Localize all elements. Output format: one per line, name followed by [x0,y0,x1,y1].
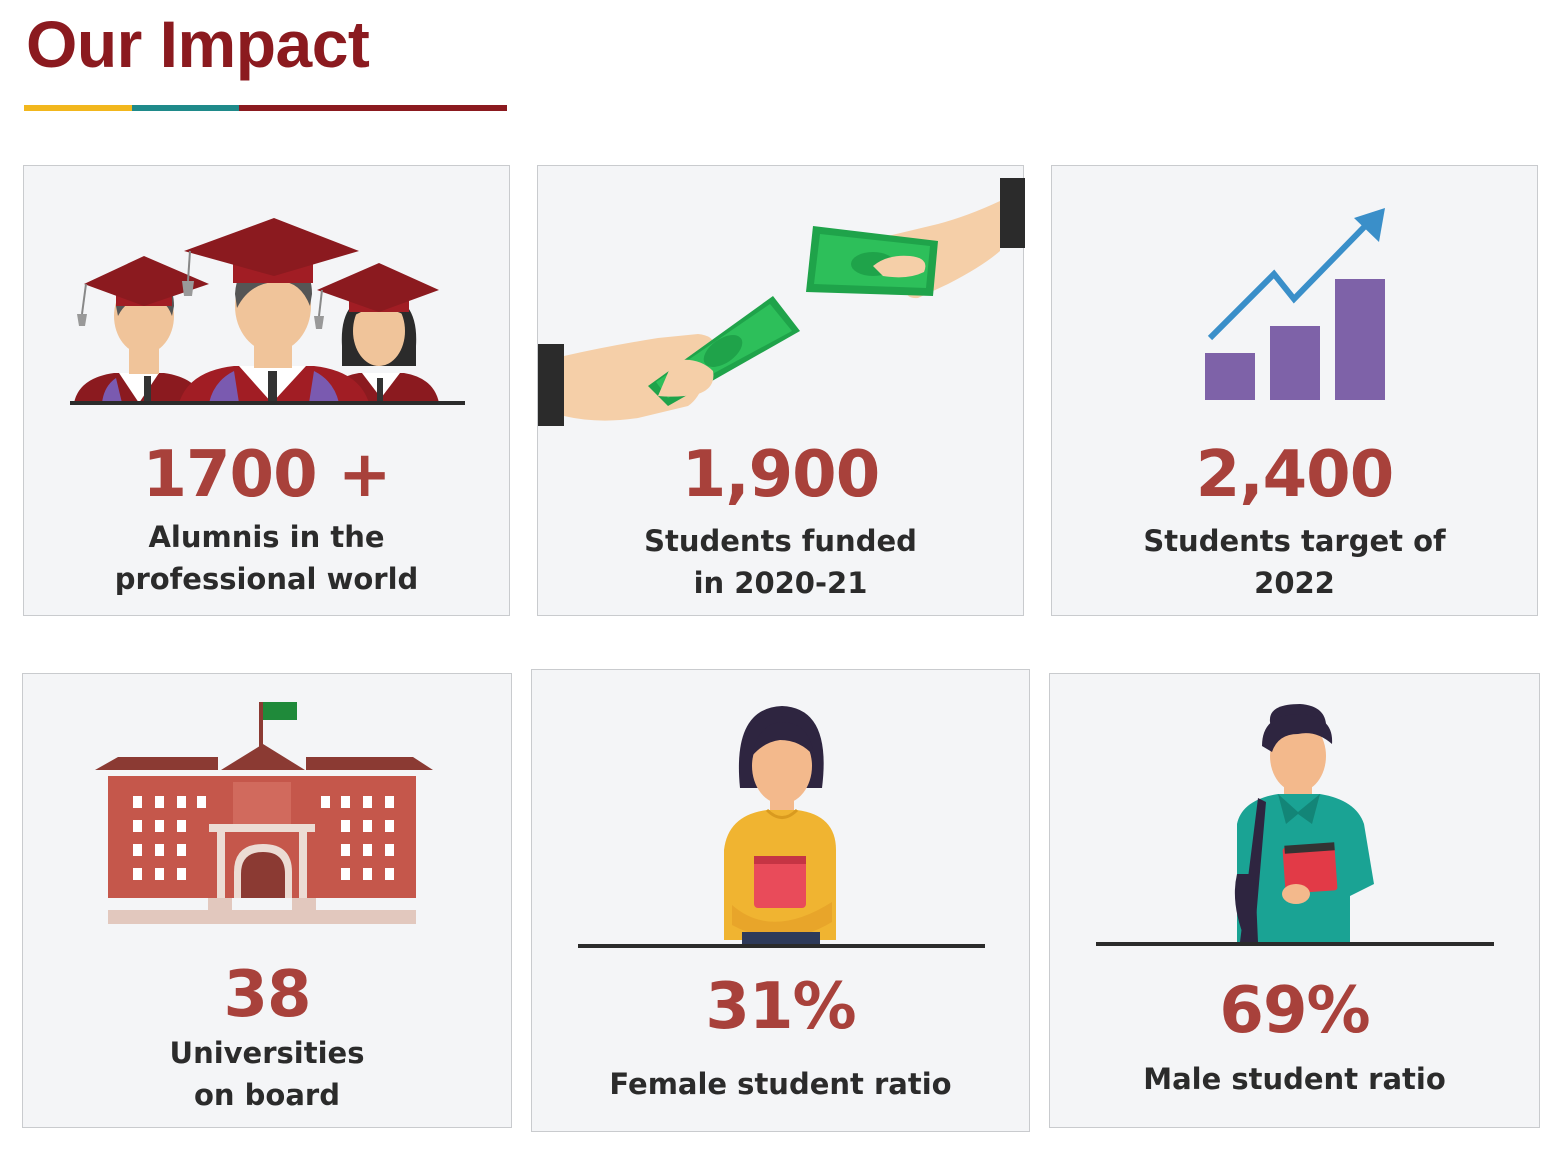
title-underline-teal [132,105,239,111]
stat-card-funded: 1,900 Students funded in 2020-21 [537,165,1025,616]
stat-value: 1,900 [681,438,880,512]
title-underline-yellow [24,105,132,111]
stat-value: 38 [223,958,311,1032]
stat-label: Students funded in 2020-21 [644,524,917,600]
graduates-icon [70,218,465,405]
stat-card-male-ratio: 69% Male student ratio [1049,673,1540,1128]
university-building-icon [95,702,433,924]
stat-value: 31% [705,970,856,1044]
female-student-icon [578,706,985,948]
title-underline-red [239,105,507,111]
money-exchange-icon [538,178,1025,426]
stat-card-universities: 38 Universities on board [22,673,512,1128]
stat-card-target: 2,400 Students target of 2022 [1051,165,1538,616]
stat-label: Female student ratio [609,1067,952,1101]
growth-chart-icon [1205,208,1385,400]
stat-label: Students target of 2022 [1143,524,1446,600]
stat-card-alumni: 1700 + Alumnis in the professional world [23,165,510,616]
stat-value: 69% [1219,974,1370,1048]
page-title: Our Impact [26,7,370,81]
stat-value: 2,400 [1195,438,1394,512]
stat-card-female-ratio: 31% Female student ratio [531,669,1030,1132]
male-student-icon [1096,704,1494,946]
stat-label: Male student ratio [1143,1062,1446,1096]
stat-value: 1700 + [142,438,391,512]
stat-label: Alumnis in the professional world [114,520,419,596]
stat-label: Universities on board [169,1036,365,1112]
